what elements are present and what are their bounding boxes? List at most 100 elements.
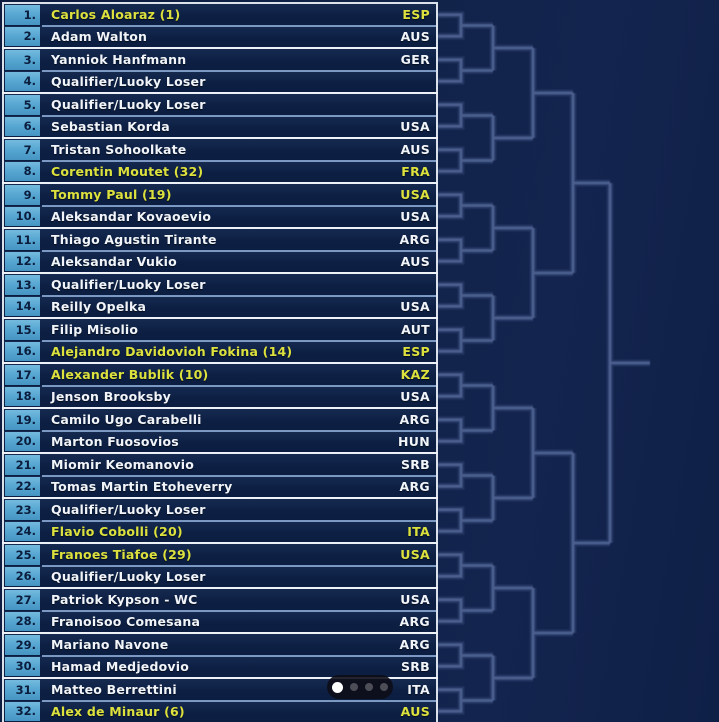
player-name: Alejandro Davidovioh Fokina (14)	[51, 343, 293, 359]
player-row: 27. Patriok Kypson - WC USA	[4, 589, 436, 611]
player-name: Qualifier/Luoky Loser	[51, 502, 206, 518]
draw-position: 29.	[5, 635, 40, 655]
match-box: 23. Qualifier/Luoky Loser 24. Flavio Coboll…	[2, 497, 438, 544]
draw-position: 28.	[5, 611, 40, 631]
player-name: Qualifier/Luoky Loser	[51, 97, 206, 113]
country-code: AUS	[400, 142, 430, 158]
country-code: USA	[400, 592, 430, 608]
draw-position: 24.	[5, 521, 40, 541]
country-code: HUN	[398, 433, 430, 449]
draw-position: 15.	[5, 320, 40, 340]
country-code: ARG	[399, 412, 430, 428]
draw-position: 25.	[5, 545, 40, 565]
player-name: Qualifier/Luoky Loser	[51, 73, 206, 89]
player-name: Tomas Martin Etoheverry	[51, 478, 233, 494]
match-box: 17. Alexander Bublik (10) KAZ 18. Jenson Bro…	[2, 362, 438, 409]
country-code: ARG	[399, 478, 430, 494]
player-name: Adam Walton	[51, 28, 148, 44]
player-row: 3. Yanniok Hanfmann GER	[4, 49, 436, 71]
country-code: USA	[400, 118, 430, 134]
player-name: Aleksandar Kovaoevio	[51, 208, 212, 224]
draw-position: 12.	[5, 251, 40, 271]
player-name: Yanniok Hanfmann	[51, 52, 187, 68]
player-name: Aleksandar Vukio	[51, 253, 177, 269]
country-code: SRB	[400, 658, 430, 674]
carousel-dot[interactable]	[350, 683, 358, 691]
player-row: 6. Sebastian Korda USA	[4, 115, 436, 137]
player-name: Alexander Bublik (10)	[51, 367, 209, 383]
country-code: USA	[400, 187, 430, 203]
draw-position: 3.	[5, 50, 40, 70]
player-name: Patriok Kypson - WC	[51, 592, 198, 608]
draw-position: 2.	[5, 26, 40, 46]
player-row: 32. Alex de Minaur (6) AUS	[4, 700, 436, 722]
match-box: 3. Yanniok Hanfmann GER 4. Qualifier/Luoky L…	[2, 47, 438, 94]
draw-position: 23.	[5, 500, 40, 520]
draw-position: 18.	[5, 386, 40, 406]
player-name: Qualifier/Luoky Loser	[51, 277, 206, 293]
match-box: 19. Camilo Ugo Carabelli ARG 20. Marton Fuos…	[2, 407, 438, 454]
country-code: ESP	[402, 343, 430, 359]
country-code: ITA	[407, 682, 430, 698]
match-box: 5. Qualifier/Luoky Loser 6. Sebastian Korda…	[2, 92, 438, 139]
draw-position: 31.	[5, 680, 40, 700]
country-code: USA	[400, 547, 430, 563]
carousel-dot-active[interactable]	[332, 681, 343, 693]
draw-position: 11.	[5, 230, 40, 250]
draw-position: 17.	[5, 365, 40, 385]
draw-position: 4.	[5, 71, 40, 91]
country-code: ESP	[402, 7, 430, 23]
country-code: AUS	[400, 253, 430, 269]
player-row: 8. Corentin Moutet (32) FRA	[4, 160, 436, 182]
draw-position: 10.	[5, 206, 40, 226]
country-code: AUT	[401, 322, 430, 338]
player-name: Mariano Navone	[51, 637, 169, 653]
carousel-dots[interactable]	[327, 675, 393, 699]
player-row: 22. Tomas Martin Etoheverry ARG	[4, 475, 436, 497]
draw-position: 27.	[5, 590, 40, 610]
player-name: Flavio Cobolli (20)	[51, 523, 183, 539]
player-row: 18. Jenson Brooksby USA	[4, 385, 436, 407]
player-name: Camilo Ugo Carabelli	[51, 412, 202, 428]
player-row: 15. Filip Misolio AUT	[4, 319, 436, 341]
player-row: 20. Marton Fuosovios HUN	[4, 430, 436, 452]
draw-position: 8.	[5, 161, 40, 181]
country-code: ARG	[399, 637, 430, 653]
player-row: 28. Franoisoo Comesana ARG	[4, 610, 436, 632]
player-row: 12. Aleksandar Vukio AUS	[4, 250, 436, 272]
player-name: Filip Misolio	[51, 322, 139, 338]
draw-position: 30.	[5, 656, 40, 676]
match-box: 27. Patriok Kypson - WC USA 28. Franoisoo Co…	[2, 587, 438, 634]
draw-position: 13.	[5, 275, 40, 295]
player-row: 11. Thiago Agustin Tirante ARG	[4, 229, 436, 251]
match-box: 11. Thiago Agustin Tirante ARG 12. Aleksanda…	[2, 227, 438, 274]
player-name: Jenson Brooksby	[51, 388, 172, 404]
country-code: ARG	[399, 232, 430, 248]
match-box: 29. Mariano Navone ARG 30. Hamad Medjedovio S…	[2, 632, 438, 679]
draw-position: 32.	[5, 701, 40, 721]
bracket-lines-path	[438, 13, 650, 713]
match-box: 21. Miomir Keomanovio SRB 22. Tomas Martin E…	[2, 452, 438, 499]
draw-position: 16.	[5, 341, 40, 361]
country-code: USA	[400, 388, 430, 404]
country-code: ARG	[399, 613, 430, 629]
player-row: 29. Mariano Navone ARG	[4, 634, 436, 656]
country-code: ITA	[407, 523, 430, 539]
player-row: 23. Qualifier/Luoky Loser	[4, 499, 436, 521]
country-code: AUS	[400, 703, 430, 719]
carousel-dot[interactable]	[380, 683, 388, 691]
player-row: 25. Franoes Tiafoe (29) USA	[4, 544, 436, 566]
player-row: 17. Alexander Bublik (10) KAZ	[4, 364, 436, 386]
player-name: Matteo Berrettini	[51, 682, 177, 698]
country-code: AUS	[400, 28, 430, 44]
player-name: Marton Fuosovios	[51, 433, 179, 449]
carousel-dot[interactable]	[365, 683, 373, 691]
country-code: USA	[400, 298, 430, 314]
player-name: Sebastian Korda	[51, 118, 170, 134]
player-row: 9. Tommy Paul (19) USA	[4, 184, 436, 206]
country-code: USA	[400, 208, 430, 224]
match-box: 9. Tommy Paul (19) USA 10. Aleksandar Kovaoe…	[2, 182, 438, 229]
player-name: Carlos Aloaraz (1)	[51, 7, 181, 23]
